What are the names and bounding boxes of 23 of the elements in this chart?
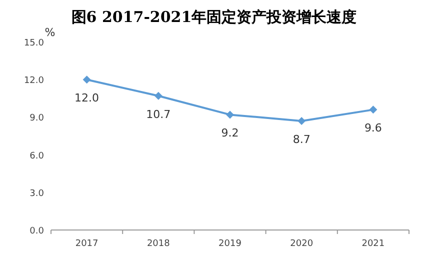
point: [369, 106, 378, 114]
chart-title: 图6 2017-2021年固定资产投资增长速度: [71, 8, 357, 26]
data-label: 9.6: [364, 122, 382, 135]
point: [226, 110, 234, 119]
x-tick-label: 2017: [75, 239, 98, 249]
y-tick-label: 15.0: [24, 38, 44, 48]
x-tick-label: 2020: [290, 239, 314, 249]
data-label: 8.7: [292, 132, 310, 146]
y-tick-label: 3.0: [30, 188, 44, 199]
data-label: 9.2: [221, 126, 239, 140]
data-label: 10.7: [146, 108, 171, 121]
y-axis-title: %: [44, 26, 56, 39]
y-tick-label: 12.0: [24, 76, 44, 86]
y-tick-label: 0.0: [30, 226, 44, 236]
point: [154, 92, 162, 100]
y-tick-label: 9.0: [30, 114, 44, 124]
point: [82, 76, 91, 84]
data-label: 12.0: [74, 92, 100, 105]
x-tick-label: 2021: [362, 239, 385, 249]
x-tick-label: 2019: [218, 239, 242, 249]
x-tick-label: 2018: [146, 239, 170, 249]
point: [298, 116, 306, 125]
y-tick-label: 6.0: [30, 151, 44, 162]
